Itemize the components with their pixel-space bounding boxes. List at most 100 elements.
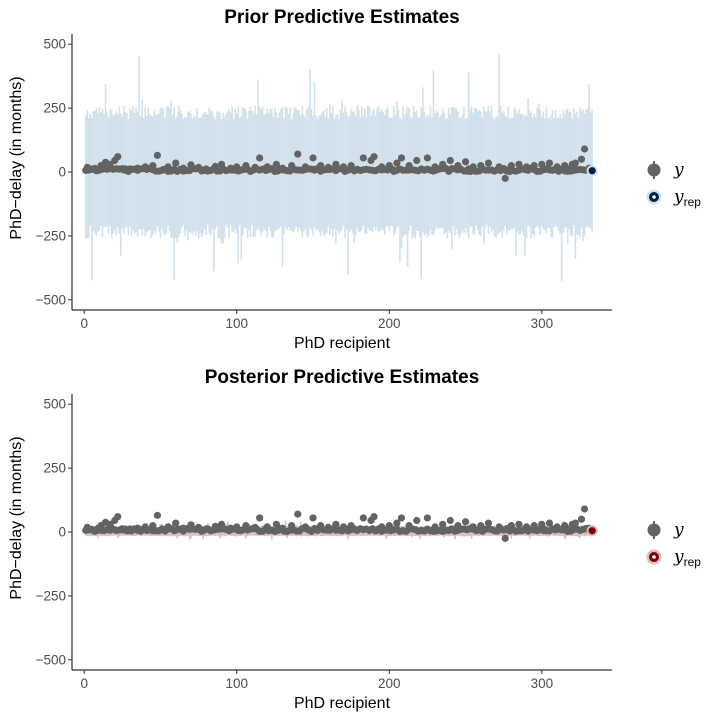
interval-bar <box>173 107 175 280</box>
interval-bar <box>527 98 529 226</box>
interval-bar <box>191 118 194 235</box>
observed-point <box>446 516 454 525</box>
legend-yrep-key-center <box>652 195 656 199</box>
observed-point <box>545 519 554 527</box>
x-axis-title: PhD recipient <box>294 335 391 352</box>
interval-bar <box>383 114 386 235</box>
x-axis-ticks: 0 100 200 300 <box>80 670 553 691</box>
interval-bar <box>193 115 195 232</box>
observed-point <box>256 154 264 162</box>
interval-bar <box>431 118 433 235</box>
y-axis-title: PhD−delay (in months) <box>8 76 25 239</box>
posterior-panel: Posterior Predictive Estimates 0 100 200 30… <box>8 367 701 712</box>
observed-point <box>393 159 401 167</box>
interval-bar <box>466 118 468 234</box>
interval-bar <box>252 113 255 238</box>
interval-bar <box>110 110 113 239</box>
x-tick-label: 300 <box>531 316 554 331</box>
interval-bar <box>149 114 151 231</box>
interval-bar <box>316 118 319 230</box>
interval-bar <box>426 114 429 238</box>
observed-point <box>359 514 367 522</box>
interval-bar <box>496 117 499 235</box>
interval-bar <box>240 116 243 261</box>
observed-point <box>153 511 162 519</box>
interval-bar <box>136 112 139 237</box>
y-axis-ticks: −500 −250 0 250 500 <box>36 37 72 307</box>
interval-bar <box>306 109 308 238</box>
y-tick-label: 0 <box>58 165 66 180</box>
interval-bar <box>428 116 430 236</box>
y-axis-title: PhD−delay (in months) <box>8 436 25 599</box>
observed-point <box>393 519 401 527</box>
observed-point <box>484 519 493 527</box>
interval-bar <box>257 79 259 229</box>
observed-point <box>577 155 586 163</box>
interval-bar <box>501 112 503 238</box>
interval-bar <box>194 116 197 236</box>
interval-bar <box>232 118 235 233</box>
interval-bar <box>446 118 449 239</box>
x-tick-label: 300 <box>531 676 554 691</box>
interval-bar <box>87 118 90 238</box>
interval-bar <box>515 109 517 256</box>
observed-point <box>571 159 579 167</box>
observed-point <box>370 513 378 521</box>
interval-bar <box>530 112 532 239</box>
y-tick-label: −500 <box>36 292 66 307</box>
interval-bar <box>164 117 166 236</box>
interval-bar <box>150 116 153 238</box>
observed-point <box>256 514 264 522</box>
yrep-point <box>586 165 598 177</box>
interval-bar <box>423 111 426 236</box>
observed-point <box>294 150 302 158</box>
interval-bar <box>460 117 462 234</box>
observed-points <box>82 145 598 182</box>
interval-bar <box>571 118 574 237</box>
y-tick-label: −250 <box>36 228 66 243</box>
observed-point <box>172 519 180 527</box>
interval-bar <box>425 117 427 234</box>
interval-bar <box>432 70 435 236</box>
interval-bar <box>309 69 311 227</box>
legend: y yrep <box>646 160 701 209</box>
interval-bar <box>130 111 133 236</box>
prior-panel: Prior Predictive Estimates 0 100 200 300 −5… <box>8 7 701 352</box>
interval-bar <box>574 113 577 260</box>
interval-bar <box>348 115 351 233</box>
observed-point <box>461 518 470 526</box>
x-tick-label: 200 <box>378 676 401 691</box>
chart-title: Posterior Predictive Estimates <box>205 367 480 388</box>
legend-label-sub: rep <box>684 555 702 569</box>
interval-bar <box>255 114 258 231</box>
interval-bar <box>127 119 130 236</box>
interval-bar <box>200 116 203 238</box>
observed-point <box>397 514 406 522</box>
observed-point <box>172 159 180 167</box>
observed-point <box>413 156 421 165</box>
interval-bar <box>107 117 110 235</box>
y-tick-label: 250 <box>43 461 66 476</box>
observed-point <box>577 515 586 523</box>
interval-bar <box>91 118 93 281</box>
legend-y-key <box>647 163 661 177</box>
y-tick-label: 500 <box>43 397 66 412</box>
x-tick-label: 0 <box>80 316 88 331</box>
interval-bar <box>223 117 226 238</box>
observed-point <box>461 158 470 166</box>
interval-bar <box>222 112 224 244</box>
interval-bar <box>272 116 275 238</box>
legend: y yrep <box>646 520 702 569</box>
interval-bar <box>403 114 406 235</box>
observed-point <box>484 159 493 167</box>
y-tick-label: −250 <box>36 588 66 603</box>
interval-bar <box>312 116 314 236</box>
interval-bar <box>522 116 525 236</box>
interval-bar <box>133 113 136 235</box>
chart-title: Prior Predictive Estimates <box>224 7 460 28</box>
interval-bar <box>335 114 337 245</box>
interval-bar <box>190 526 192 539</box>
interval-bar <box>104 84 107 227</box>
interval-bar <box>283 118 285 234</box>
interval-bar <box>176 115 179 244</box>
